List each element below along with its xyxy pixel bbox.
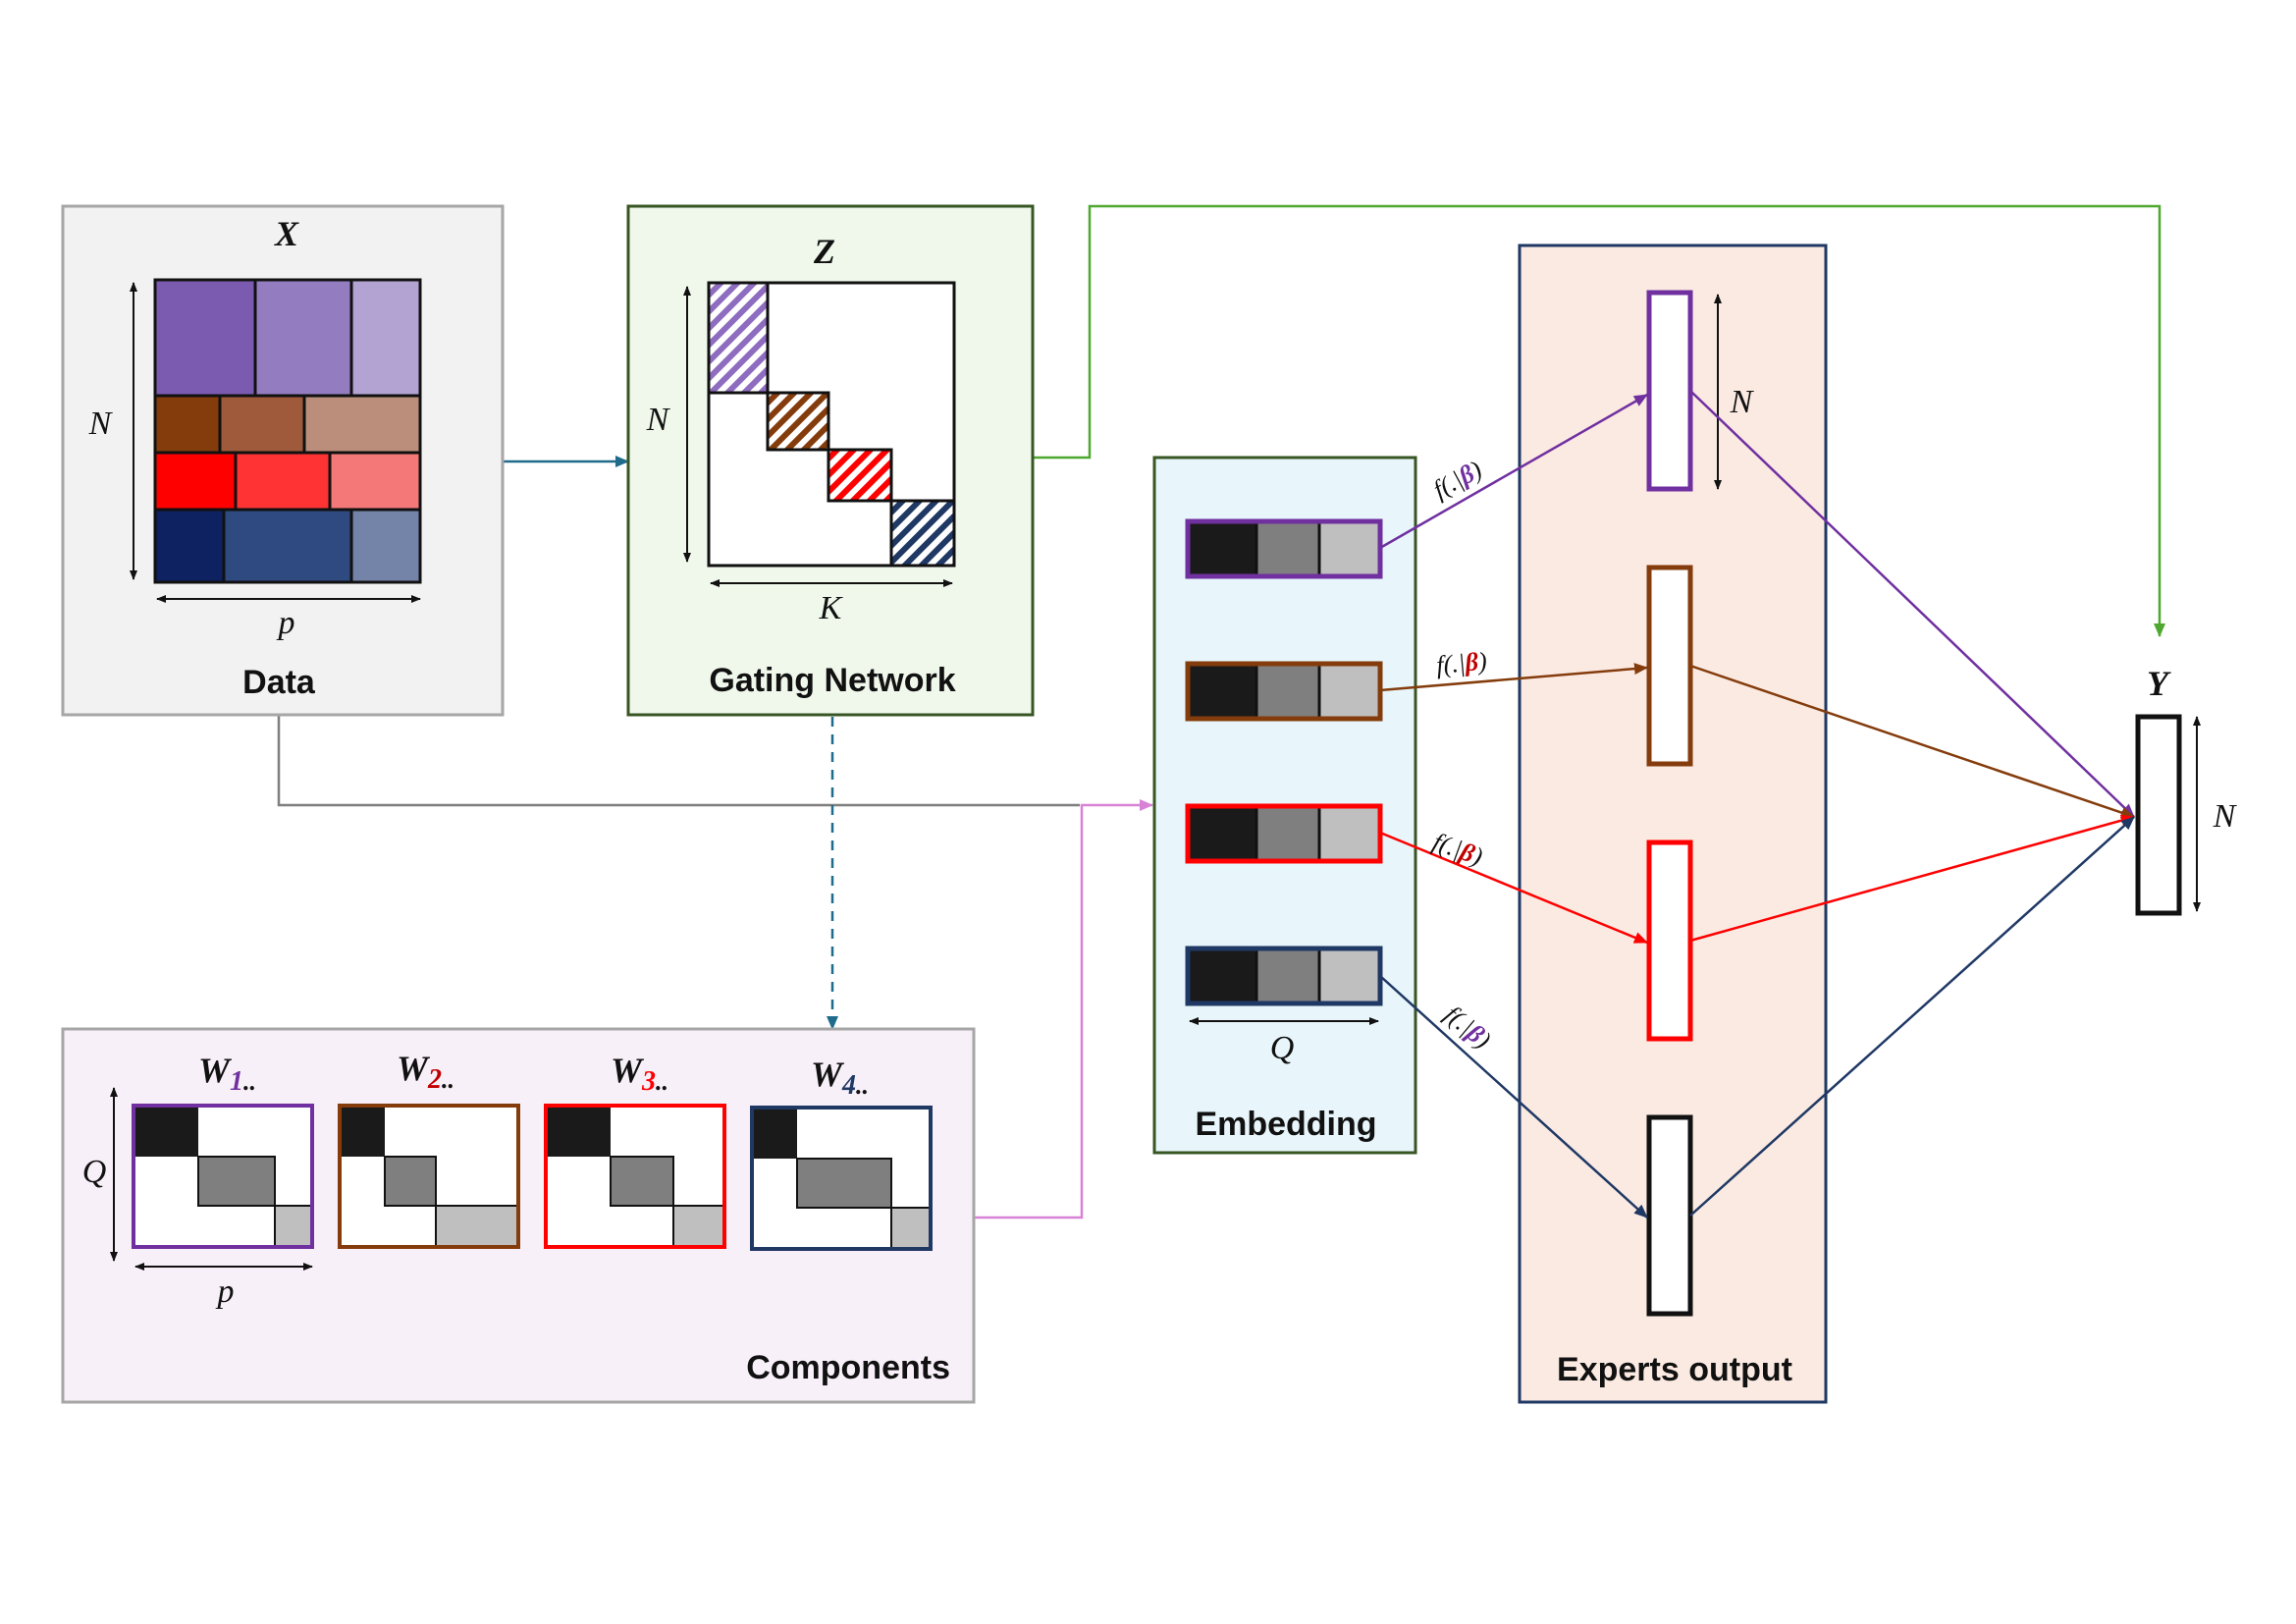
experts-height-symbol: N [1730,384,1755,420]
data-matrix-symbol: X [274,214,299,253]
embedding-panel: Q Embedding [1152,456,1417,1155]
weight-w3-subscript: 3 [641,1066,656,1097]
expert-black-to-output-arrow [1689,816,2135,1217]
expert-output-black [1646,1114,1693,1317]
experts-panel: N Experts output [1518,244,1828,1404]
embedding-bar-navy [1185,946,1383,1006]
gating-to-output-arrow [1033,204,2165,637]
weight-w1-suffix: .. [243,1067,256,1096]
data-rows-symbol: N [88,406,114,442]
svg-text:W1..: W1.. [198,1051,256,1097]
weight-w4-subscript: 4 [841,1070,856,1101]
gating-panel: Z N K Gating Network [626,204,1035,717]
embed-to-expert-purple-arrow [1379,393,1648,550]
data-panel-title: Data [242,664,316,701]
embedding-width-symbol: Q [1270,1030,1295,1066]
output-vector [2135,714,2182,916]
svg-text:W2..: W2.. [397,1049,454,1095]
embedding-bar-brown [1185,661,1383,722]
expert-output-red [1646,839,1693,1042]
weight-w1: W1.. [132,1051,314,1249]
embed-to-expert-brown-arrow [1379,663,1648,692]
weight-w4-suffix: .. [856,1071,869,1100]
experts-panel-title: Experts output [1557,1351,1792,1388]
data-to-embedding-line [277,715,1080,807]
components-panel: W1.. W2.. W3.. W4.. [61,1027,976,1404]
embedding-bar-red [1185,803,1383,864]
weight-w4-symbol: W [811,1055,845,1094]
weight-w3-symbol: W [611,1051,645,1090]
weight-w1-subscript: 1 [230,1066,243,1097]
weight-w2-symbol: W [397,1049,431,1088]
weight-w3-suffix: .. [656,1067,668,1096]
function-label-2: f(.|β) [1435,647,1488,679]
components-to-embedding-arrow [974,799,1153,1219]
expert-output-purple [1646,290,1693,492]
components-cols-symbol: p [216,1273,235,1310]
gating-panel-title: Gating Network [709,662,955,699]
weight-w2: W2.. [338,1049,520,1249]
function-label-1: f(.|β) [1428,455,1486,504]
data-panel: X [61,204,505,717]
data-matrix [153,278,422,584]
expert-output-brown [1646,565,1693,767]
data-cols-symbol: p [277,605,295,641]
weight-w4: W4.. [750,1055,933,1251]
output-symbol: Y [2147,664,2171,703]
expert-purple-to-output-arrow [1689,390,2135,818]
components-rows-symbol: Q [82,1154,107,1190]
function-label-4: f(.|β) [1439,1000,1496,1054]
gating-rows-symbol: N [646,402,671,438]
expert-red-to-output-arrow [1689,814,2135,943]
svg-text:W4..: W4.. [811,1055,869,1101]
expert-brown-to-output-arrow [1689,664,2135,819]
embed-to-expert-red-arrow [1379,831,1648,945]
weight-w1-symbol: W [198,1051,233,1090]
components-panel-title: Components [746,1349,950,1386]
embedding-bar-purple [1185,518,1383,579]
output-height-symbol: N [2213,798,2238,835]
gating-matrix [707,281,956,568]
weight-w2-subscript: 2 [427,1064,442,1095]
embed-to-expert-navy-arrow [1379,975,1648,1218]
output-panel: Y N [2135,664,2238,916]
gating-matrix-symbol: Z [813,232,835,271]
svg-text:W3..: W3.. [611,1051,668,1097]
weight-w3: W3.. [544,1051,726,1249]
weight-w2-suffix: .. [442,1065,454,1094]
embedding-panel-title: Embedding [1195,1106,1376,1143]
gating-cols-symbol: K [819,590,844,626]
